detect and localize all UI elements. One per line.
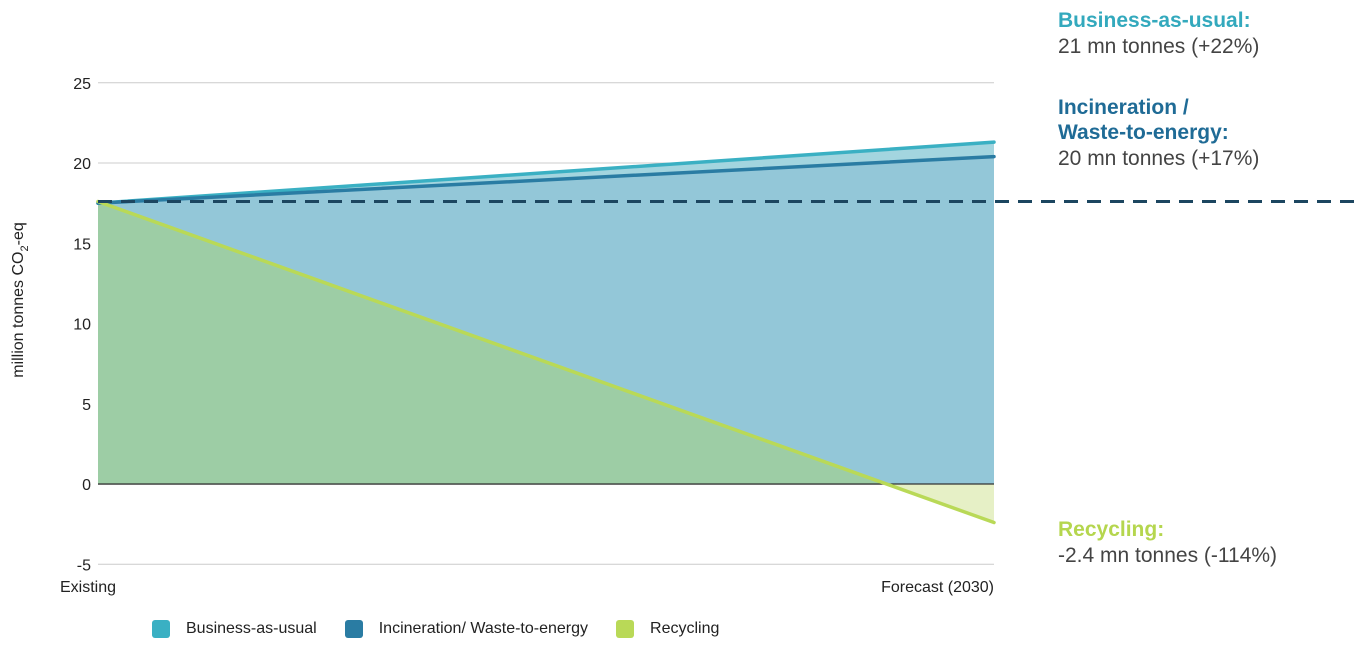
legend: Business-as-usual Incineration/ Waste-to… bbox=[152, 620, 747, 638]
incineration-line bbox=[96, 154, 996, 205]
x-axis-categories: Existing Forecast (2030) bbox=[60, 579, 994, 596]
recycling-annotation-value: -2.4 mn tonnes (-114%) bbox=[1058, 544, 1278, 567]
y-tick-label: 20 bbox=[73, 156, 91, 173]
incineration-annotation: Incineration / Waste-to-energy: 20 mn to… bbox=[1058, 95, 1259, 172]
series-lines bbox=[96, 140, 1359, 525]
y-tick-label: 5 bbox=[82, 397, 91, 414]
x-category-label: Existing bbox=[60, 579, 116, 596]
y-tick-label: 25 bbox=[73, 76, 91, 93]
bau-annotation-title: Business-as-usual: bbox=[1058, 9, 1251, 32]
incineration-annotation-title-line2: Waste-to-energy: bbox=[1058, 121, 1229, 144]
y-axis-ticks: -5 0 5 10 15 20 25 bbox=[73, 76, 91, 575]
legend-item-incineration[interactable]: Incineration/ Waste-to-energy bbox=[344, 620, 589, 638]
y-tick-label: 0 bbox=[82, 477, 91, 494]
y-axis-label: million tonnes CO2-eq bbox=[10, 222, 31, 378]
business-as-usual-line bbox=[96, 140, 996, 205]
legend-item-recycling[interactable]: Recycling bbox=[616, 620, 719, 638]
legend-label: Business-as-usual bbox=[186, 620, 317, 637]
recycling-annotation-title: Recycling: bbox=[1058, 518, 1165, 541]
legend-swatch bbox=[152, 620, 170, 638]
recycling-line bbox=[96, 199, 996, 525]
area-layer bbox=[98, 142, 994, 523]
legend-item-business-as-usual[interactable]: Business-as-usual bbox=[152, 620, 317, 638]
legend-swatch bbox=[344, 620, 363, 638]
legend-label: Incineration/ Waste-to-energy bbox=[378, 620, 589, 637]
y-tick-label: 15 bbox=[73, 236, 91, 253]
recycling-annotation: Recycling: -2.4 mn tonnes (-114%) bbox=[1058, 517, 1277, 569]
bau-annotation-value: 21 mn tonnes (+22%) bbox=[1058, 35, 1260, 58]
incineration-annotation-title-line1: Incineration / bbox=[1058, 96, 1189, 119]
x-category-label: Forecast (2030) bbox=[881, 579, 994, 596]
legend-label: Recycling bbox=[650, 620, 720, 637]
y-tick-label: -5 bbox=[77, 557, 91, 574]
bau-annotation: Business-as-usual: 21 mn tonnes (+22%) bbox=[1058, 8, 1259, 60]
legend-swatch bbox=[616, 620, 635, 638]
y-tick-label: 10 bbox=[73, 317, 91, 334]
incineration-annotation-value: 20 mn tonnes (+17%) bbox=[1058, 147, 1260, 170]
